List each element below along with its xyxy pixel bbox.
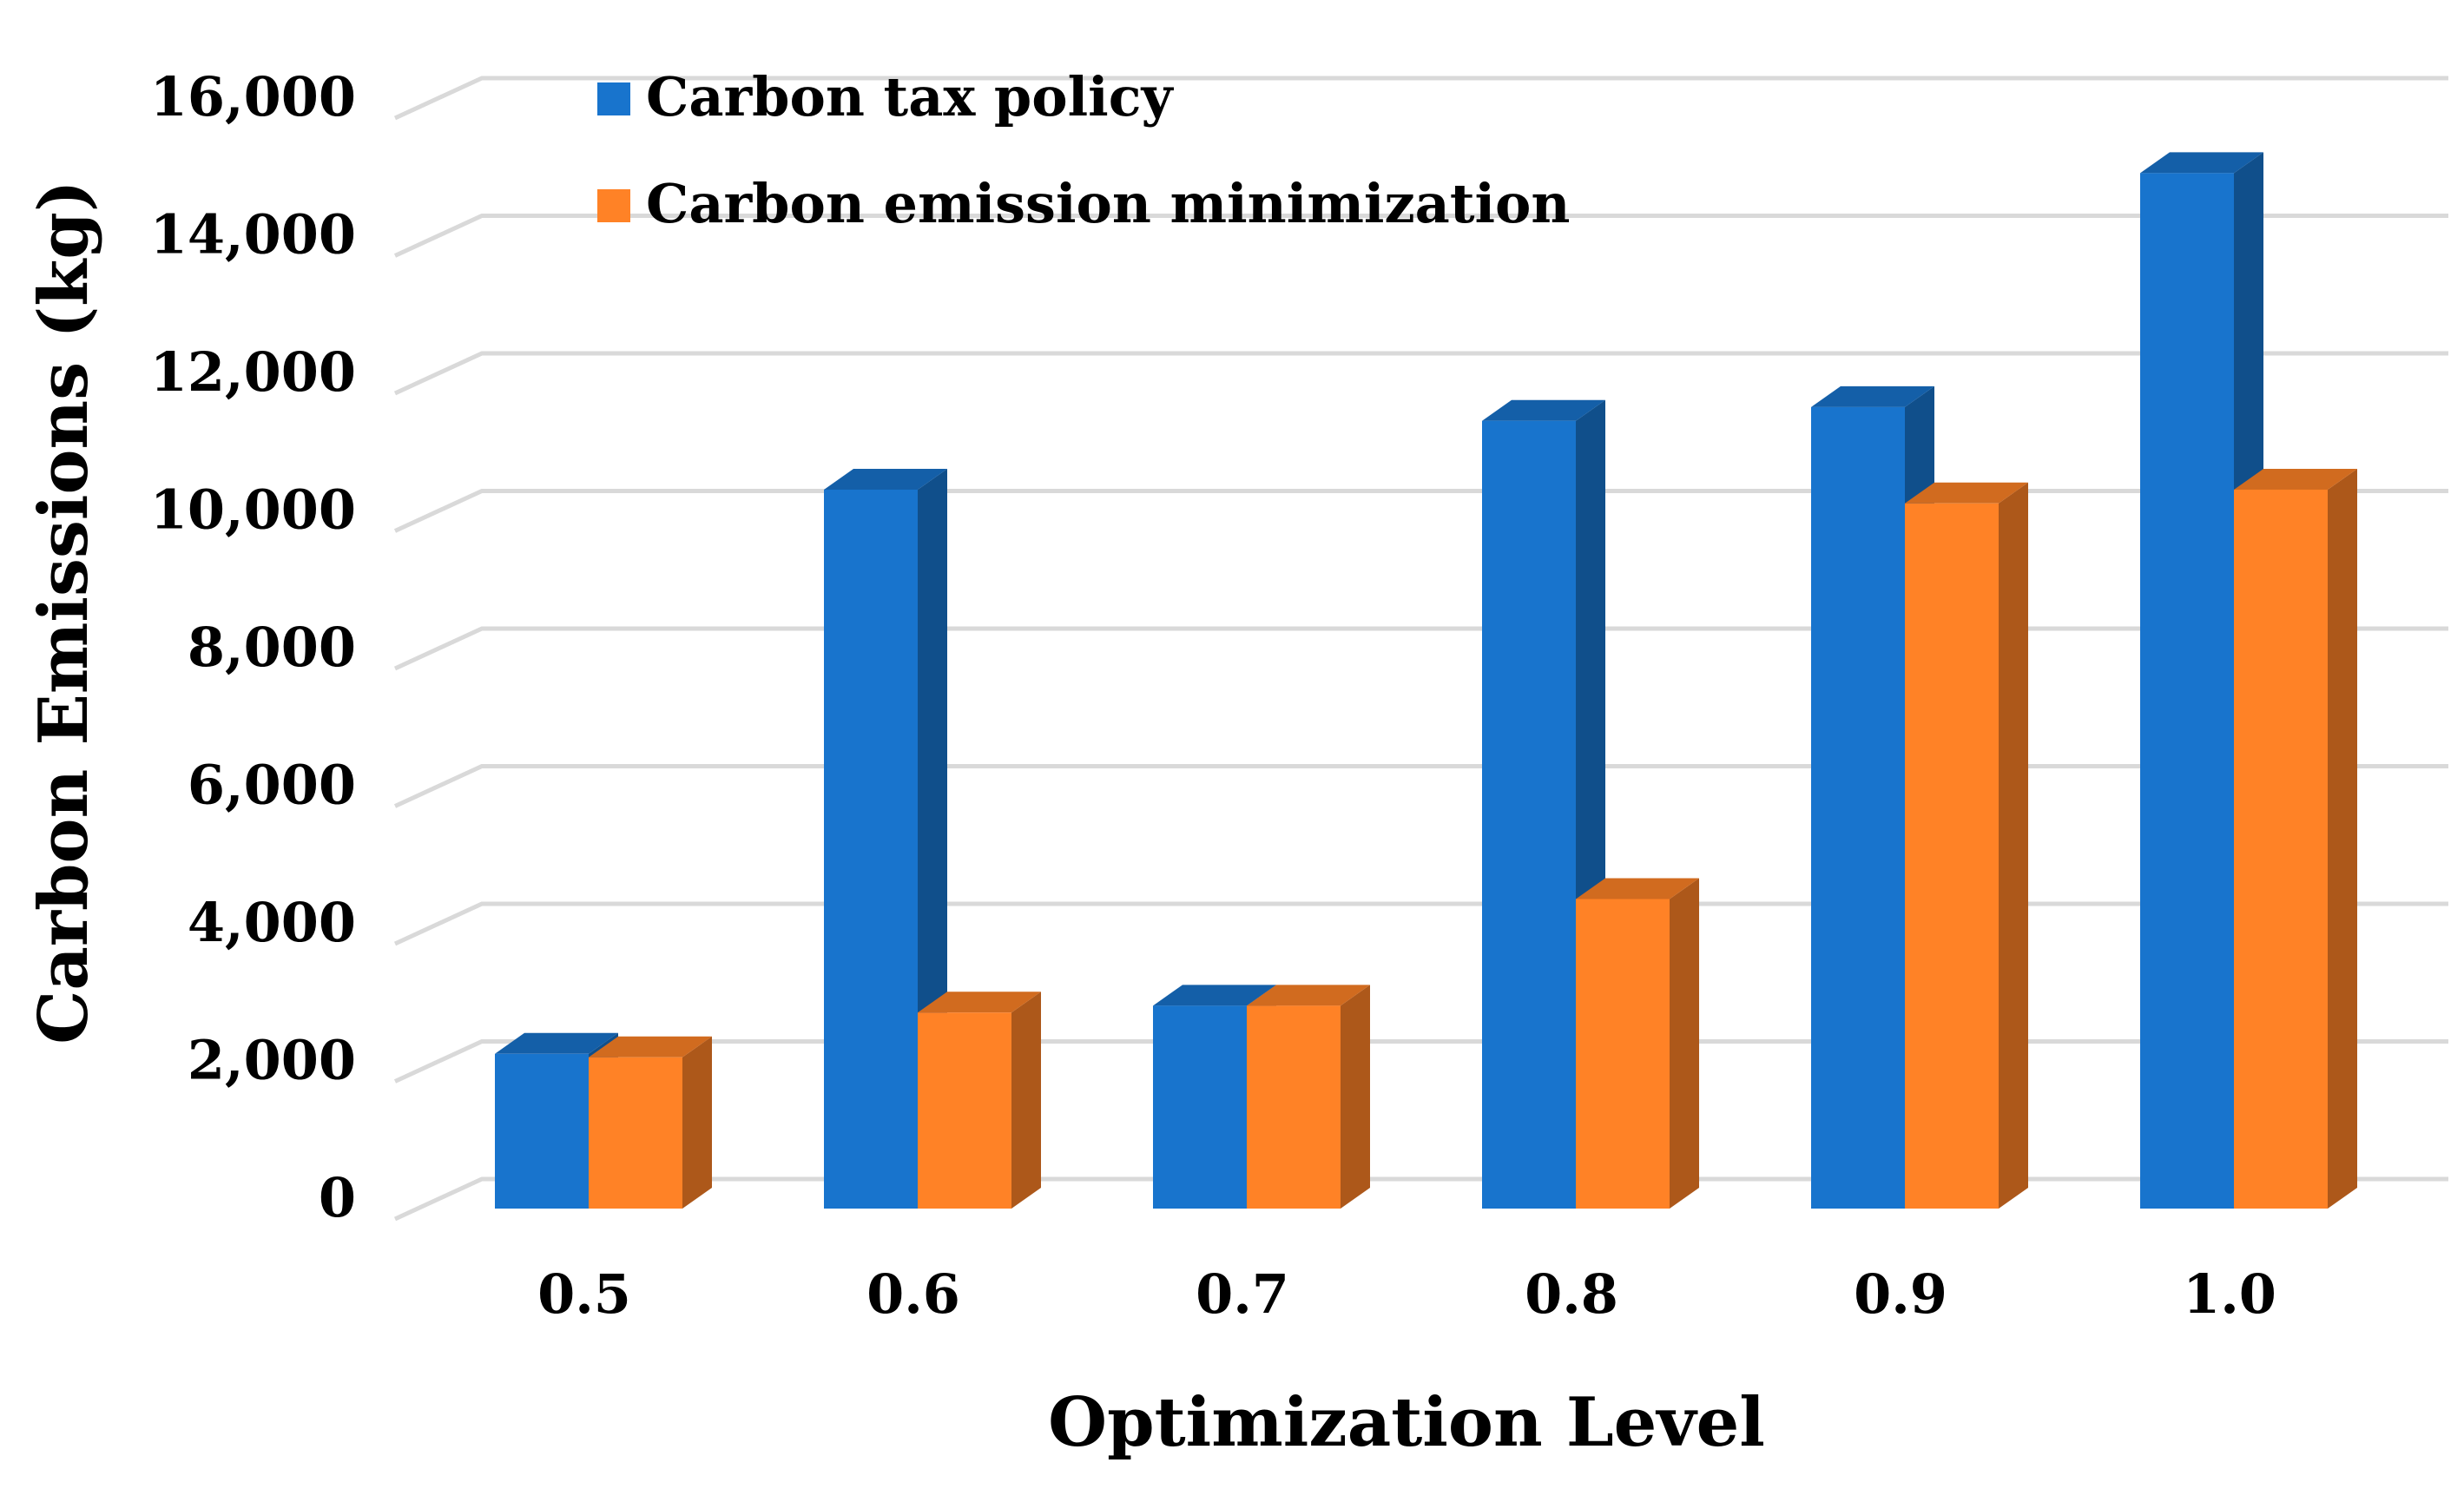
gridline xyxy=(393,76,2448,121)
x-axis-ticks: 0.5 0.6 0.7 0.8 0.9 1.0 xyxy=(537,1262,2276,1326)
bars xyxy=(495,152,2357,1209)
bar-front xyxy=(1153,1005,1247,1209)
bar-front xyxy=(1482,420,1576,1209)
bar-carbon-emission-minimization-0-9 xyxy=(1905,482,2028,1209)
x-tick-label: 0.7 xyxy=(1196,1262,1289,1326)
legend-swatch-carbon-emission-minimization xyxy=(597,189,630,222)
bar-side xyxy=(2328,468,2357,1209)
y-tick-label: 16,000 xyxy=(150,65,356,128)
gridline xyxy=(393,626,2448,671)
bar-carbon-tax-policy-0-8 xyxy=(1482,399,1605,1209)
bar-front xyxy=(2234,489,2328,1209)
bar-top xyxy=(2234,468,2357,490)
gridline xyxy=(393,1176,2448,1222)
y-tick-label: 0 xyxy=(319,1166,356,1229)
x-tick-label: 1.0 xyxy=(2183,1262,2276,1326)
y-tick-label: 6,000 xyxy=(188,754,356,817)
bar-front xyxy=(1247,1005,1341,1209)
bar-side xyxy=(1011,992,1041,1209)
x-tick-label: 0.6 xyxy=(866,1262,960,1326)
x-tick-label: 0.5 xyxy=(537,1262,631,1326)
y-axis-ticks: 0 2,000 4,000 6,000 8,000 10,000 12,000 14,000 1… xyxy=(150,65,356,1229)
gridline xyxy=(393,214,2448,258)
gridline xyxy=(393,489,2448,533)
y-axis-title: Carbon Emissions (kg) xyxy=(24,180,103,1044)
y-tick-label: 10,000 xyxy=(150,478,356,542)
bar-side xyxy=(682,1036,712,1209)
bar-front xyxy=(495,1053,589,1209)
bar-front xyxy=(1811,406,1905,1209)
y-tick-label: 4,000 xyxy=(188,891,356,954)
y-tick-label: 8,000 xyxy=(188,616,356,679)
bar-carbon-emission-minimization-1-0 xyxy=(2234,468,2357,1209)
gridline xyxy=(393,901,2448,946)
bar-top xyxy=(918,992,1041,1013)
bar-top xyxy=(495,1032,618,1054)
bar-top xyxy=(824,468,947,490)
gridline xyxy=(393,764,2448,808)
y-tick-label: 14,000 xyxy=(150,203,356,267)
bar-top xyxy=(1247,985,1370,1006)
legend-swatch-carbon-tax-policy xyxy=(597,82,630,115)
bar-front xyxy=(589,1057,682,1209)
x-axis-title: Optimization Level xyxy=(1048,1383,1765,1462)
legend-label-carbon-emission-minimization: Carbon emission minimization xyxy=(646,172,1570,235)
bar-side xyxy=(1670,878,1699,1209)
bar-top xyxy=(1811,385,1934,407)
bar-top xyxy=(1576,878,1699,899)
gridline xyxy=(393,351,2448,396)
bar-front xyxy=(918,1012,1011,1209)
bar-carbon-emission-minimization-0-7 xyxy=(1247,985,1370,1209)
bar-side xyxy=(1341,985,1370,1209)
bar-front xyxy=(824,489,918,1209)
y-tick-label: 12,000 xyxy=(150,340,356,404)
bar-front xyxy=(1576,899,1670,1209)
legend: Carbon tax policy Carbon emission minimi… xyxy=(597,65,1570,235)
bar-front xyxy=(1905,503,1999,1209)
bar-front xyxy=(2140,173,2234,1209)
gridlines xyxy=(393,76,2448,1222)
bar-top xyxy=(1153,985,1276,1006)
x-tick-label: 0.8 xyxy=(1525,1262,1618,1326)
bar-top xyxy=(1482,399,1605,421)
gridline xyxy=(393,1039,2448,1084)
bar-carbon-emission-minimization-0-5 xyxy=(589,1036,712,1209)
y-tick-label: 2,000 xyxy=(188,1029,356,1092)
bar-side xyxy=(1999,482,2028,1209)
x-tick-label: 0.9 xyxy=(1854,1262,1947,1326)
bar-carbon-emission-minimization-0-6 xyxy=(918,992,1041,1209)
bar-carbon-emission-minimization-0-8 xyxy=(1576,878,1699,1209)
legend-label-carbon-tax-policy: Carbon tax policy xyxy=(646,65,1174,128)
bar-top xyxy=(1905,482,2028,504)
bar-top xyxy=(589,1036,712,1057)
bar-top xyxy=(2140,152,2263,174)
